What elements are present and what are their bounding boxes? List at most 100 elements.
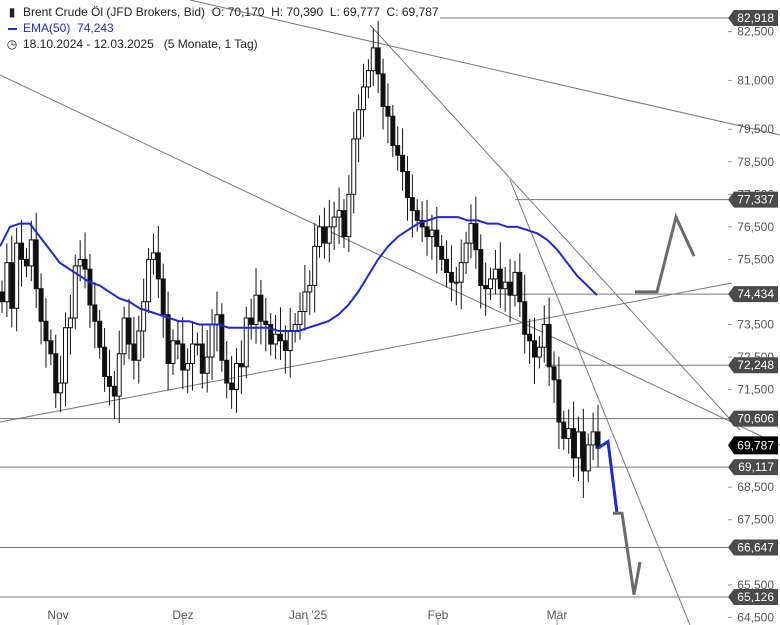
candle-body [502, 281, 508, 290]
badge-shape [728, 357, 778, 374]
candle [424, 199, 430, 256]
candle [517, 253, 523, 318]
candle-body [19, 242, 25, 260]
candle-body [253, 294, 259, 325]
candle-body [321, 226, 327, 244]
candle-body [277, 333, 283, 342]
candle-body [214, 314, 220, 325]
candle [361, 63, 367, 137]
price-tick-label: 75,500 [737, 252, 774, 266]
candle [14, 227, 20, 332]
candles [0, 20, 601, 498]
candle-body [263, 320, 269, 325]
ema-line [0, 216, 598, 332]
candle-body [307, 284, 313, 293]
candle [131, 317, 137, 380]
price-level-badge: 70,606 [728, 410, 778, 427]
candle [326, 199, 332, 263]
candle [43, 298, 49, 368]
candle [400, 128, 406, 191]
candle-body [273, 333, 279, 345]
candle [463, 231, 469, 275]
badge-shape [728, 436, 778, 455]
candle [439, 234, 445, 271]
candle [580, 408, 586, 498]
candle [87, 253, 93, 329]
candle-body [317, 226, 323, 247]
candle-body [87, 268, 93, 306]
candle-body [136, 330, 142, 361]
candle-body [131, 343, 137, 361]
legend-ema-row[interactable]: EMA(50) 74,243 [6, 21, 114, 35]
candlestick-icon: ▮ [8, 5, 16, 19]
candle-body [492, 268, 498, 280]
time-axis[interactable]: Nov Dez Jan '25 Feb Mär [47, 608, 567, 625]
candle-body [82, 258, 88, 270]
candle-body [595, 431, 601, 449]
candle-body [33, 239, 39, 290]
candle [575, 416, 581, 482]
candle-body [72, 265, 78, 319]
candle-body [43, 320, 49, 342]
candle [229, 356, 235, 409]
candle-body [53, 353, 59, 394]
candle-body [468, 223, 474, 244]
candle [199, 324, 205, 389]
candle-body [551, 366, 557, 381]
price-level-badge: 77,337 [728, 191, 778, 208]
candle [219, 303, 225, 372]
candle [473, 196, 479, 269]
candle [302, 264, 308, 331]
range-info: (5 Monate, 1 Tag) [163, 37, 258, 51]
candle [194, 332, 200, 356]
candle-body [463, 242, 469, 264]
candle [209, 309, 215, 381]
candle-body [331, 216, 337, 228]
legend-symbol-row[interactable]: ▮ Brent Crude Öl (JFD Brokers, Bid) O: 70… [6, 5, 439, 19]
time-tick-label: Mär [547, 608, 568, 622]
legend-range-row[interactable]: ◷ 18.10.2024 - 12.03.2025 (5 Monate, 1 Ta… [6, 37, 258, 51]
candle-body [341, 210, 347, 238]
candle-body [287, 330, 293, 352]
candle-body [165, 314, 171, 365]
candle [23, 248, 29, 278]
candle [67, 294, 73, 355]
candle [551, 351, 557, 403]
candle [527, 318, 533, 364]
candle-body [580, 431, 586, 472]
candle [331, 201, 337, 250]
badge-label: 69,117 [738, 460, 774, 474]
ohlc-open: O: 70,170 [211, 5, 265, 19]
price-axis[interactable]: 82,50081,00079,50078,50077,50076,50075,5… [728, 10, 778, 624]
candle [116, 330, 122, 424]
candle-body [483, 284, 489, 290]
candle-body [209, 323, 215, 358]
candle-body [229, 382, 235, 391]
candle-body [9, 262, 15, 309]
candle [243, 306, 249, 379]
candle [150, 233, 156, 275]
candle-body [429, 229, 435, 238]
candle-body [185, 363, 191, 371]
line-icon [8, 27, 17, 30]
candle [263, 298, 269, 352]
ema-50-line [0, 216, 598, 332]
candle [224, 341, 230, 399]
badge-shape [728, 410, 778, 427]
price-tick-label: 79,500 [737, 122, 774, 136]
candle [214, 291, 220, 352]
candle [9, 235, 15, 328]
candle [33, 212, 39, 308]
candle-body [439, 245, 445, 260]
price-level-badge: 82,918 [728, 10, 778, 26]
candle-body [404, 171, 410, 199]
candle [97, 309, 103, 359]
badge-shape [728, 459, 778, 476]
candle-body [258, 294, 264, 322]
time-tick-label: Nov [47, 608, 68, 622]
price-tick-label: 81,000 [737, 73, 774, 87]
price-tick-label: 76,500 [737, 220, 774, 234]
candle-body [204, 356, 210, 374]
